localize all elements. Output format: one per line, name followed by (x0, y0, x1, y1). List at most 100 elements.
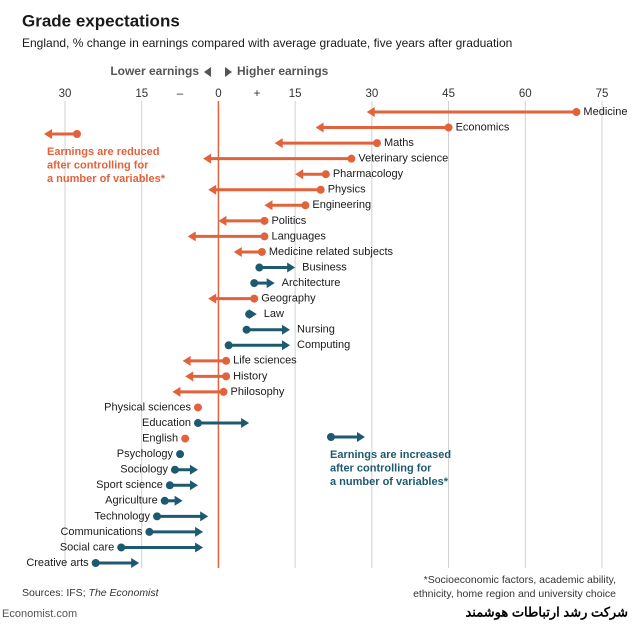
category-label: Maths (384, 137, 414, 149)
dot (91, 559, 100, 567)
category-label: Psychology (117, 448, 174, 460)
x-tick-label: 30 (365, 88, 378, 100)
dot (242, 325, 251, 334)
category-label: Veterinary science (358, 153, 448, 165)
dot (219, 387, 228, 396)
arrow-head (208, 293, 217, 304)
dot (444, 123, 453, 132)
dot (321, 170, 330, 179)
dot (260, 232, 269, 241)
x-tick-label: 60 (519, 88, 532, 100)
dot (316, 185, 325, 194)
x-tick-label: 15 (135, 88, 148, 100)
category-label: Law (264, 308, 284, 320)
dot (145, 527, 154, 536)
category-label: Engineering (312, 199, 371, 211)
arrow-head (241, 418, 250, 429)
legend-arrow-head (44, 129, 52, 139)
dot (255, 263, 264, 272)
category-label: Life sciences (233, 355, 297, 367)
arrow-head (282, 340, 291, 351)
header-left: Lower earnings (110, 64, 199, 78)
note-increased: Earnings are increased (330, 449, 451, 461)
category-label: History (233, 370, 268, 382)
brand: Economist.com (2, 608, 77, 620)
category-label: Pharmacology (333, 168, 404, 180)
arrow-right (225, 67, 232, 77)
plus-sign: + (254, 88, 261, 100)
note-reduced: Earnings are reduced (47, 146, 160, 158)
dot (193, 419, 202, 428)
arrow-head (233, 246, 242, 257)
dot (257, 247, 266, 256)
category-label: Sport science (96, 479, 163, 491)
arrow-head (195, 542, 204, 553)
legend-dot (73, 130, 81, 138)
dot (372, 139, 381, 148)
footnote: ethnicity, home region and university ch… (413, 588, 616, 600)
category-label: Creative arts (26, 557, 89, 569)
dot (301, 201, 310, 210)
arrow-head (189, 464, 198, 475)
note-reduced: after controlling for (47, 159, 149, 171)
dot (165, 481, 174, 490)
arrow-head (264, 200, 273, 211)
dot (347, 154, 356, 163)
x-tick-label: 45 (442, 88, 455, 100)
category-label: Languages (271, 230, 326, 242)
source-italic: The Economist (89, 587, 160, 599)
category-label: Physical sciences (104, 401, 191, 413)
category-label: Medicine related subjects (269, 246, 394, 258)
arrow-head (189, 480, 198, 491)
dot (222, 356, 231, 365)
dot (170, 465, 179, 474)
plot: 30 15 0 15 30 45 60 75 Medicine Economics Maths Vet… (26, 88, 627, 569)
dot (222, 372, 231, 381)
category-label: Communications (60, 526, 142, 538)
note-increased: a number of variables* (330, 476, 449, 488)
arrow-head (174, 495, 183, 506)
dot (181, 434, 190, 443)
category-label: Philosophy (231, 386, 285, 398)
dot (193, 403, 202, 412)
x-tick-label: 15 (289, 88, 302, 100)
arrow-head (131, 558, 140, 568)
dot (160, 496, 169, 505)
arrow-head (185, 371, 194, 382)
arrow-head (172, 386, 181, 397)
category-label: Medicine (583, 106, 627, 118)
category-label: Computing (297, 339, 350, 351)
category-label: Agriculture (105, 495, 158, 507)
dot (245, 310, 254, 319)
arrow-head (182, 355, 191, 366)
arrow-left (204, 67, 211, 77)
dot (117, 543, 126, 552)
category-label: Technology (94, 510, 150, 522)
source: Sources: IFS; The Economist (22, 587, 160, 599)
arrow-head (282, 324, 291, 335)
x-tick-label: 75 (596, 88, 609, 100)
x-tick-label: 30 (59, 88, 72, 100)
arrow-head (295, 169, 304, 180)
x-tick-label: 0 (215, 88, 221, 100)
arrow-head (195, 526, 204, 537)
arrow-head (203, 153, 212, 164)
category-label: Geography (261, 293, 316, 305)
arrow-head (208, 184, 217, 195)
dot (224, 341, 233, 350)
category-label: Economics (456, 121, 510, 133)
note-reduced: a number of variables* (47, 173, 166, 185)
legend-arrow-head (357, 432, 365, 442)
source-text: Sources: IFS; (22, 587, 89, 599)
dot (153, 512, 162, 521)
arrow-head (315, 122, 324, 133)
minus-sign: – (177, 88, 184, 100)
dot (250, 294, 259, 303)
category-label: English (142, 432, 178, 444)
category-label: Sociology (120, 464, 168, 476)
category-label: Architecture (282, 277, 341, 289)
arrow-head (266, 278, 275, 289)
arrow-head (287, 262, 296, 273)
dot (260, 216, 269, 225)
